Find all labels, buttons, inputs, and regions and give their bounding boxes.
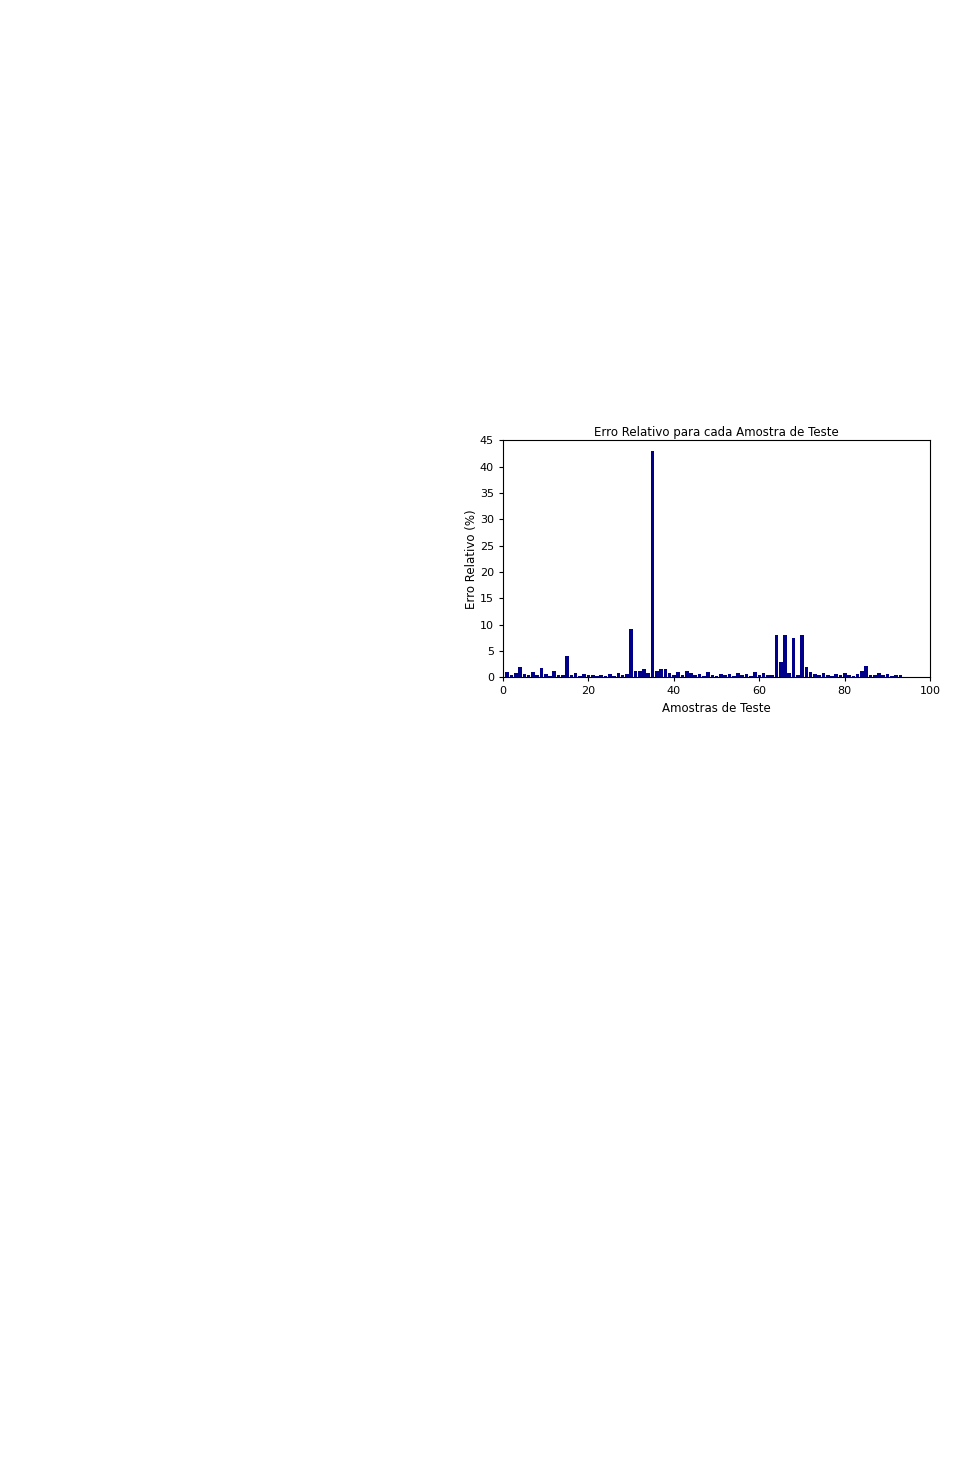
Bar [608,674,612,677]
Bar [646,673,650,677]
Bar [852,676,855,677]
Bar [826,674,829,677]
Bar [553,672,556,677]
Bar [749,676,753,677]
Bar [736,673,740,677]
Bar [668,673,671,677]
Bar [766,674,770,677]
Bar [830,676,834,677]
Bar [864,666,868,677]
Bar [621,676,624,677]
Bar [599,676,603,677]
Y-axis label: Erro Relativo (%): Erro Relativo (%) [466,509,478,609]
Bar [591,674,594,677]
Bar [895,674,898,677]
Bar [557,674,561,677]
Bar [527,676,531,677]
Bar [843,673,847,677]
Bar [775,635,779,677]
Bar [630,629,633,677]
Bar [809,672,812,677]
Bar [801,635,804,677]
Bar [510,674,514,677]
Bar [787,673,791,677]
Bar [834,674,838,677]
Bar [724,676,727,677]
Bar [702,676,706,677]
Bar [740,676,744,677]
Bar [540,669,543,677]
Bar [873,676,876,677]
Bar [770,674,774,677]
Bar [813,674,817,677]
Bar [684,672,688,677]
Bar [506,672,509,677]
Bar [672,674,676,677]
Bar [796,674,800,677]
Bar [839,676,842,677]
Bar [715,676,718,677]
Bar [565,657,569,677]
Bar [544,673,547,677]
Bar [514,673,517,677]
Bar [574,673,578,677]
Bar [728,674,732,677]
Bar [616,673,620,677]
Bar [707,672,709,677]
Bar [642,670,646,677]
Bar [536,674,539,677]
Bar [677,672,680,677]
Bar [638,672,641,677]
Bar [689,673,693,677]
Bar [792,638,795,677]
Bar [625,674,629,677]
Bar [710,674,714,677]
Bar [518,667,522,677]
Bar [869,674,873,677]
Bar [822,673,826,677]
Bar [899,676,902,677]
Bar [860,672,864,677]
Bar [890,676,894,677]
Bar [634,672,637,677]
Bar [612,676,616,677]
X-axis label: Amostras de Teste: Amostras de Teste [662,702,771,715]
Bar [681,674,684,677]
Bar [804,667,808,677]
Bar [660,670,663,677]
Bar [651,451,655,677]
Bar [561,676,564,677]
Bar [817,676,821,677]
Bar [663,670,667,677]
Bar [569,676,573,677]
Bar [783,635,787,677]
Bar [595,676,599,677]
Bar [583,674,586,677]
Bar [886,674,889,677]
Bar [698,674,702,677]
Bar [745,674,749,677]
Bar [655,672,659,677]
Bar [757,676,761,677]
Bar [762,673,765,677]
Bar [719,673,723,677]
Bar [531,672,535,677]
Title: Erro Relativo para cada Amostra de Teste: Erro Relativo para cada Amostra de Teste [594,426,839,439]
Bar [732,676,735,677]
Bar [578,676,582,677]
Bar [522,674,526,677]
Bar [848,674,851,677]
Bar [877,673,880,677]
Bar [881,676,885,677]
Bar [548,676,552,677]
Bar [693,676,697,677]
Bar [855,673,859,677]
Bar [587,676,590,677]
Bar [779,661,782,677]
Bar [754,672,756,677]
